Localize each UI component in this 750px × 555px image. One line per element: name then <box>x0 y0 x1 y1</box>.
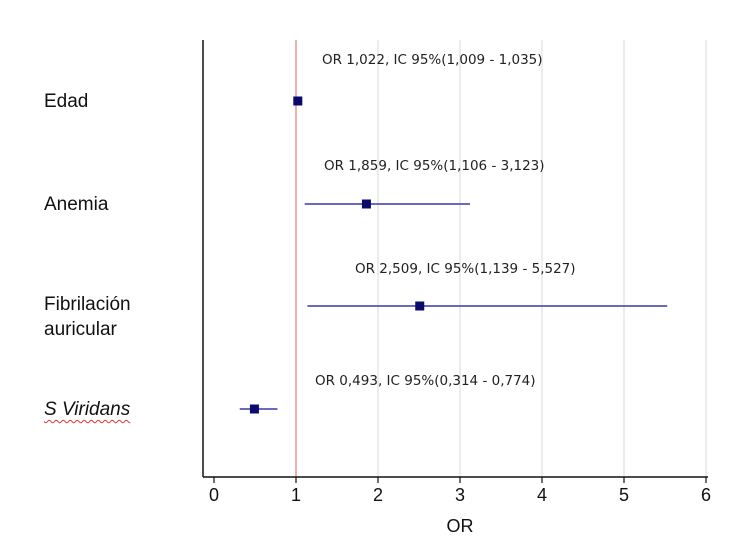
row-annotation-1: OR 1,859, IC 95%(1,106 - 3,123) <box>324 158 545 174</box>
or-marker-2 <box>415 301 425 311</box>
row-label-line: Fibrilación <box>44 294 131 315</box>
row-label-3: S Viridans <box>44 397 130 422</box>
row-label-1: Anemia <box>44 192 108 217</box>
row-label-2: Fibrilación auricular <box>44 292 131 342</box>
row-label-line: Edad <box>44 91 89 112</box>
x-tick-label-3: 3 <box>454 485 466 505</box>
row-label-line: Anemia <box>44 194 109 215</box>
x-tick-label-1: 1 <box>290 485 302 505</box>
or-marker-0 <box>293 96 303 106</box>
x-tick-label-5: 5 <box>618 485 630 505</box>
row-annotation-2: OR 2,509, IC 95%(1,139 - 5,527) <box>355 261 576 277</box>
row-label-0: Edad <box>44 89 88 114</box>
x-tick-label-2: 2 <box>372 485 384 505</box>
x-tick-label-4: 4 <box>536 485 548 505</box>
or-marker-3 <box>249 404 259 414</box>
x-tick-label-6: 6 <box>700 485 712 505</box>
x-tick-label-0: 0 <box>208 485 220 505</box>
row-label-line: auricular <box>44 319 117 340</box>
row-annotation-3: OR 0,493, IC 95%(0,314 - 0,774) <box>315 373 536 389</box>
or-marker-1 <box>361 199 371 209</box>
x-axis-label: OR <box>446 516 474 536</box>
row-annotation-0: OR 1,022, IC 95%(1,009 - 1,035) <box>322 52 543 68</box>
row-label-line: S Viridans <box>44 399 131 420</box>
